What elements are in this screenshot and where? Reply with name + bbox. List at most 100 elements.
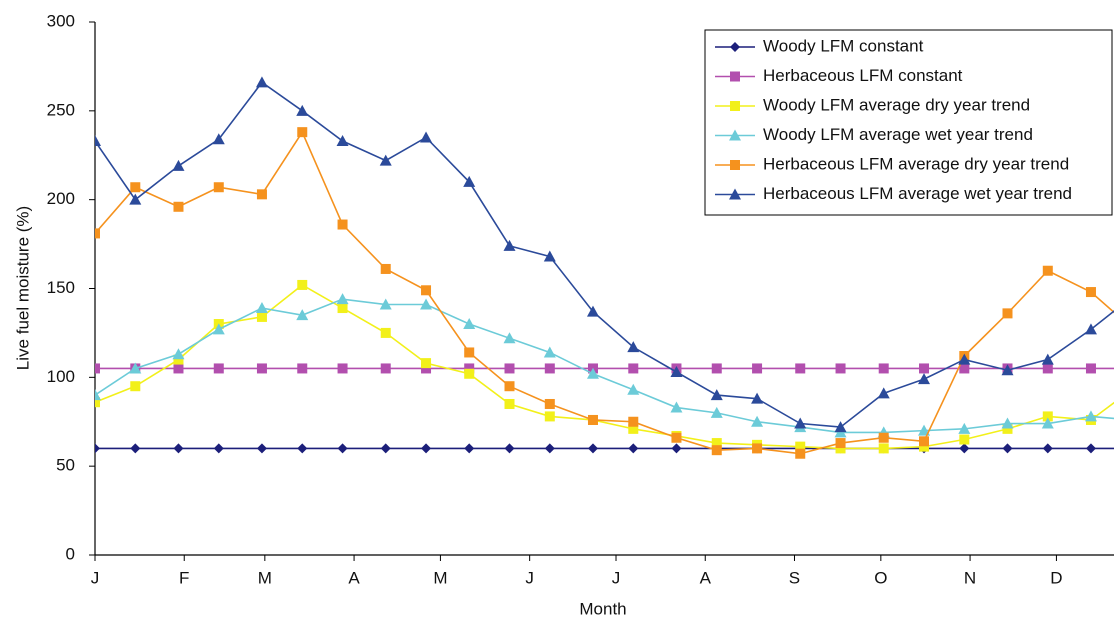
marker [256, 311, 267, 322]
marker [710, 389, 723, 401]
marker [336, 135, 349, 147]
marker [172, 159, 185, 171]
x-tick-label: M [258, 568, 272, 587]
marker [129, 362, 142, 374]
marker [130, 182, 141, 193]
marker [1001, 364, 1014, 376]
marker [213, 443, 224, 454]
legend-box [704, 29, 1113, 216]
marker [729, 129, 741, 141]
legend-label: Herbaceous LFM average dry year trend [763, 154, 1069, 173]
marker [795, 441, 806, 452]
marker [711, 438, 722, 449]
marker [959, 443, 970, 454]
marker [730, 160, 740, 170]
y-tick-label: 100 [47, 367, 75, 386]
marker [1085, 363, 1096, 374]
marker [586, 305, 599, 317]
marker [337, 219, 348, 230]
y-axis-label: Live fuel moisture (%) [13, 206, 32, 370]
x-tick-label: O [874, 568, 887, 587]
marker [958, 422, 971, 434]
marker [296, 104, 309, 116]
marker [421, 358, 432, 369]
marker [256, 443, 267, 454]
marker [1041, 417, 1054, 429]
marker [958, 353, 971, 365]
marker [544, 398, 555, 409]
marker [795, 448, 806, 459]
marker [379, 154, 392, 166]
marker [464, 347, 475, 358]
marker [1085, 287, 1096, 298]
marker [586, 367, 599, 379]
marker [730, 71, 740, 82]
marker [297, 127, 308, 138]
marker [421, 363, 432, 374]
marker [587, 443, 598, 454]
marker [959, 363, 970, 374]
x-tick-label: J [525, 568, 534, 587]
marker [297, 279, 308, 290]
legend-label: Herbaceous LFM average wet year trend [763, 184, 1072, 203]
x-tick-label: A [700, 568, 712, 587]
marker [1042, 265, 1053, 276]
marker [95, 363, 100, 374]
marker [711, 445, 722, 456]
x-tick-label: D [1050, 568, 1062, 587]
marker [878, 432, 889, 443]
marker [878, 443, 889, 454]
y-tick-label: 50 [56, 456, 75, 475]
marker [256, 189, 267, 200]
x-tick-label: S [789, 568, 800, 587]
marker [212, 323, 225, 335]
marker [420, 131, 433, 143]
marker [834, 421, 847, 433]
marker [959, 434, 970, 445]
marker [671, 443, 682, 454]
x-tick-label: F [179, 568, 189, 587]
marker [628, 416, 639, 427]
marker [587, 414, 598, 425]
marker [835, 363, 846, 374]
marker [255, 76, 268, 88]
marker [794, 417, 807, 429]
marker [212, 133, 225, 145]
marker [544, 363, 555, 374]
marker [1041, 353, 1054, 365]
marker [129, 193, 142, 205]
legend-label: Herbaceous LFM constant [763, 66, 963, 85]
marker [671, 432, 682, 443]
marker [95, 389, 101, 401]
marker [463, 175, 476, 187]
marker [503, 239, 516, 251]
legend-label: Woody LFM constant [763, 36, 924, 55]
marker [1085, 443, 1096, 454]
marker [256, 363, 267, 374]
marker [628, 443, 639, 454]
marker [919, 441, 930, 452]
marker [730, 42, 740, 52]
marker [711, 363, 722, 374]
x-tick-label: J [91, 568, 100, 587]
marker [130, 381, 141, 392]
marker [1042, 363, 1053, 374]
marker [877, 387, 890, 399]
marker [670, 401, 683, 413]
marker [1002, 308, 1013, 319]
marker [543, 250, 556, 262]
marker [337, 363, 348, 374]
y-tick-label: 0 [66, 544, 75, 563]
marker [504, 443, 515, 454]
marker [213, 363, 224, 374]
marker [1042, 443, 1053, 454]
marker [918, 424, 931, 436]
marker [379, 298, 392, 310]
y-tick-label: 250 [47, 100, 75, 119]
legend-label: Woody LFM average dry year trend [763, 95, 1030, 114]
series-line [95, 298, 1114, 434]
marker [173, 363, 184, 374]
series-line [95, 283, 1114, 450]
marker [670, 366, 683, 378]
